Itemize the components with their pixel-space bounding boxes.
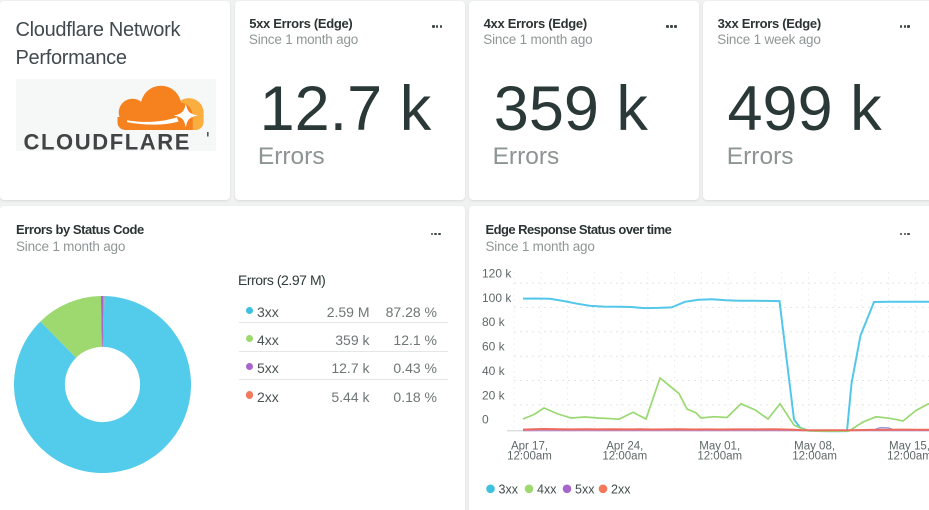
svg-text:May 08,: May 08, <box>794 440 835 452</box>
svg-text:Apr 17,: Apr 17, <box>511 440 548 452</box>
svg-text:May 01,: May 01, <box>699 440 740 452</box>
svg-text:12:00am: 12:00am <box>887 450 929 462</box>
svg-text:60 k: 60 k <box>482 339 506 353</box>
svg-text:3xx: 3xx <box>499 482 519 496</box>
svg-text:12:00am: 12:00am <box>697 450 742 462</box>
svg-text:20 k: 20 k <box>482 388 506 402</box>
svg-text:12:00am: 12:00am <box>792 450 837 462</box>
svg-text:100 k: 100 k <box>482 290 512 304</box>
svg-text:120 k: 120 k <box>482 266 512 280</box>
svg-text:Apr 24,: Apr 24, <box>606 440 643 452</box>
svg-text:CLOUDFLARE: CLOUDFLARE <box>24 130 192 151</box>
svg-text:12:00am: 12:00am <box>602 450 647 462</box>
svg-text:12:00am: 12:00am <box>507 450 552 462</box>
svg-text:80 k: 80 k <box>482 315 506 329</box>
svg-text:2xx: 2xx <box>611 482 631 496</box>
svg-text:4xx: 4xx <box>537 482 557 496</box>
svg-text:40 k: 40 k <box>482 363 506 377</box>
svg-text:5xx: 5xx <box>575 482 595 496</box>
svg-text:May 15,: May 15, <box>889 440 929 452</box>
svg-text:0: 0 <box>482 412 489 426</box>
